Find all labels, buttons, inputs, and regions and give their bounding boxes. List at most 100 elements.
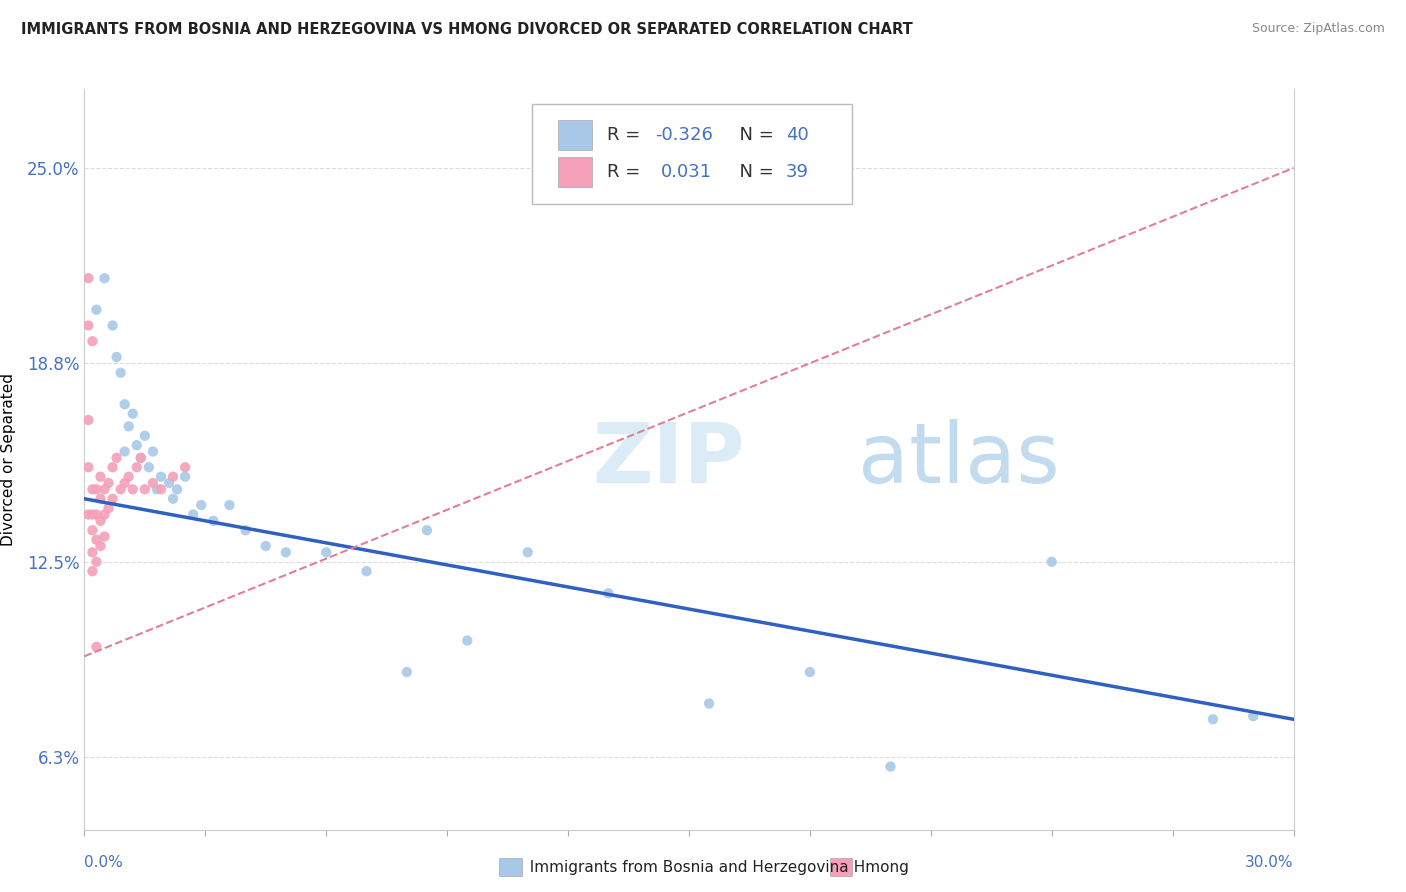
Point bbox=[142, 475, 165, 490]
Point bbox=[129, 450, 152, 465]
Text: IMMIGRANTS FROM BOSNIA AND HERZEGOVINA VS HMONG DIVORCED OR SEPARATED CORRELATIO: IMMIGRANTS FROM BOSNIA AND HERZEGOVINA V… bbox=[21, 22, 912, 37]
Point bbox=[274, 545, 297, 559]
Point bbox=[174, 460, 197, 475]
Point bbox=[174, 469, 197, 483]
Point bbox=[105, 350, 128, 364]
Text: Immigrants from Bosnia and Herzegovina: Immigrants from Bosnia and Herzegovina bbox=[520, 860, 849, 874]
Text: 0.0%: 0.0% bbox=[84, 855, 124, 870]
Point bbox=[134, 483, 156, 497]
Point bbox=[516, 545, 538, 559]
Point bbox=[416, 523, 439, 537]
Point bbox=[110, 366, 132, 380]
Text: R =: R = bbox=[607, 126, 645, 145]
Point bbox=[82, 564, 104, 578]
Point bbox=[89, 514, 111, 528]
Point bbox=[395, 665, 418, 679]
Text: 0.031: 0.031 bbox=[661, 163, 713, 181]
Point bbox=[77, 413, 100, 427]
Point bbox=[121, 407, 143, 421]
Point bbox=[456, 633, 478, 648]
FancyBboxPatch shape bbox=[499, 858, 522, 876]
Point bbox=[82, 508, 104, 522]
Point bbox=[101, 318, 124, 333]
Text: ZIP: ZIP bbox=[592, 419, 745, 500]
Point bbox=[697, 697, 720, 711]
Point bbox=[254, 539, 277, 553]
Point bbox=[93, 530, 115, 544]
Point bbox=[86, 302, 108, 317]
Point bbox=[110, 483, 132, 497]
Point bbox=[181, 508, 204, 522]
Point bbox=[89, 469, 111, 483]
Text: 30.0%: 30.0% bbox=[1246, 855, 1294, 870]
Point bbox=[315, 545, 337, 559]
Point bbox=[86, 555, 108, 569]
FancyBboxPatch shape bbox=[531, 104, 852, 204]
Point bbox=[157, 475, 180, 490]
Text: N =: N = bbox=[728, 126, 779, 145]
Text: R =: R = bbox=[607, 163, 645, 181]
Point bbox=[82, 483, 104, 497]
Point bbox=[82, 334, 104, 349]
Point bbox=[101, 491, 124, 506]
Point bbox=[235, 523, 257, 537]
Point bbox=[149, 483, 172, 497]
Point bbox=[129, 450, 152, 465]
Point bbox=[125, 460, 148, 475]
Point bbox=[149, 469, 172, 483]
Point bbox=[138, 460, 160, 475]
Point bbox=[82, 545, 104, 559]
Point bbox=[121, 483, 143, 497]
Point bbox=[118, 469, 141, 483]
Point bbox=[134, 429, 156, 443]
Point bbox=[879, 759, 901, 773]
Point bbox=[105, 450, 128, 465]
Point bbox=[77, 271, 100, 285]
Point bbox=[114, 444, 136, 458]
Point bbox=[118, 419, 141, 434]
Point bbox=[89, 539, 111, 553]
Point bbox=[86, 508, 108, 522]
Point bbox=[598, 586, 620, 600]
Point bbox=[162, 491, 184, 506]
Text: 39: 39 bbox=[786, 163, 808, 181]
Text: 40: 40 bbox=[786, 126, 808, 145]
Point bbox=[77, 318, 100, 333]
Point bbox=[77, 508, 100, 522]
Point bbox=[89, 491, 111, 506]
Text: Hmong: Hmong bbox=[844, 860, 908, 874]
Point bbox=[125, 438, 148, 452]
Point bbox=[97, 501, 120, 516]
Point bbox=[77, 460, 100, 475]
Point bbox=[93, 508, 115, 522]
Point bbox=[162, 469, 184, 483]
FancyBboxPatch shape bbox=[558, 157, 592, 187]
Point bbox=[1040, 555, 1063, 569]
Point bbox=[97, 475, 120, 490]
Text: -0.326: -0.326 bbox=[655, 126, 713, 145]
Point bbox=[166, 483, 188, 497]
Point bbox=[142, 444, 165, 458]
FancyBboxPatch shape bbox=[558, 120, 592, 150]
Point bbox=[356, 564, 378, 578]
Text: Source: ZipAtlas.com: Source: ZipAtlas.com bbox=[1251, 22, 1385, 36]
Point bbox=[93, 271, 115, 285]
FancyBboxPatch shape bbox=[830, 858, 852, 876]
Point bbox=[114, 475, 136, 490]
Point bbox=[799, 665, 821, 679]
Point bbox=[93, 483, 115, 497]
Point bbox=[146, 483, 169, 497]
Text: atlas: atlas bbox=[858, 419, 1060, 500]
Point bbox=[86, 640, 108, 654]
Point bbox=[1241, 709, 1264, 723]
Text: N =: N = bbox=[728, 163, 779, 181]
Point bbox=[101, 460, 124, 475]
Point bbox=[82, 523, 104, 537]
Point bbox=[190, 498, 212, 512]
Point bbox=[86, 483, 108, 497]
Point bbox=[218, 498, 240, 512]
Point bbox=[1202, 712, 1225, 726]
Point bbox=[114, 397, 136, 411]
Point bbox=[202, 514, 225, 528]
Point bbox=[86, 533, 108, 547]
